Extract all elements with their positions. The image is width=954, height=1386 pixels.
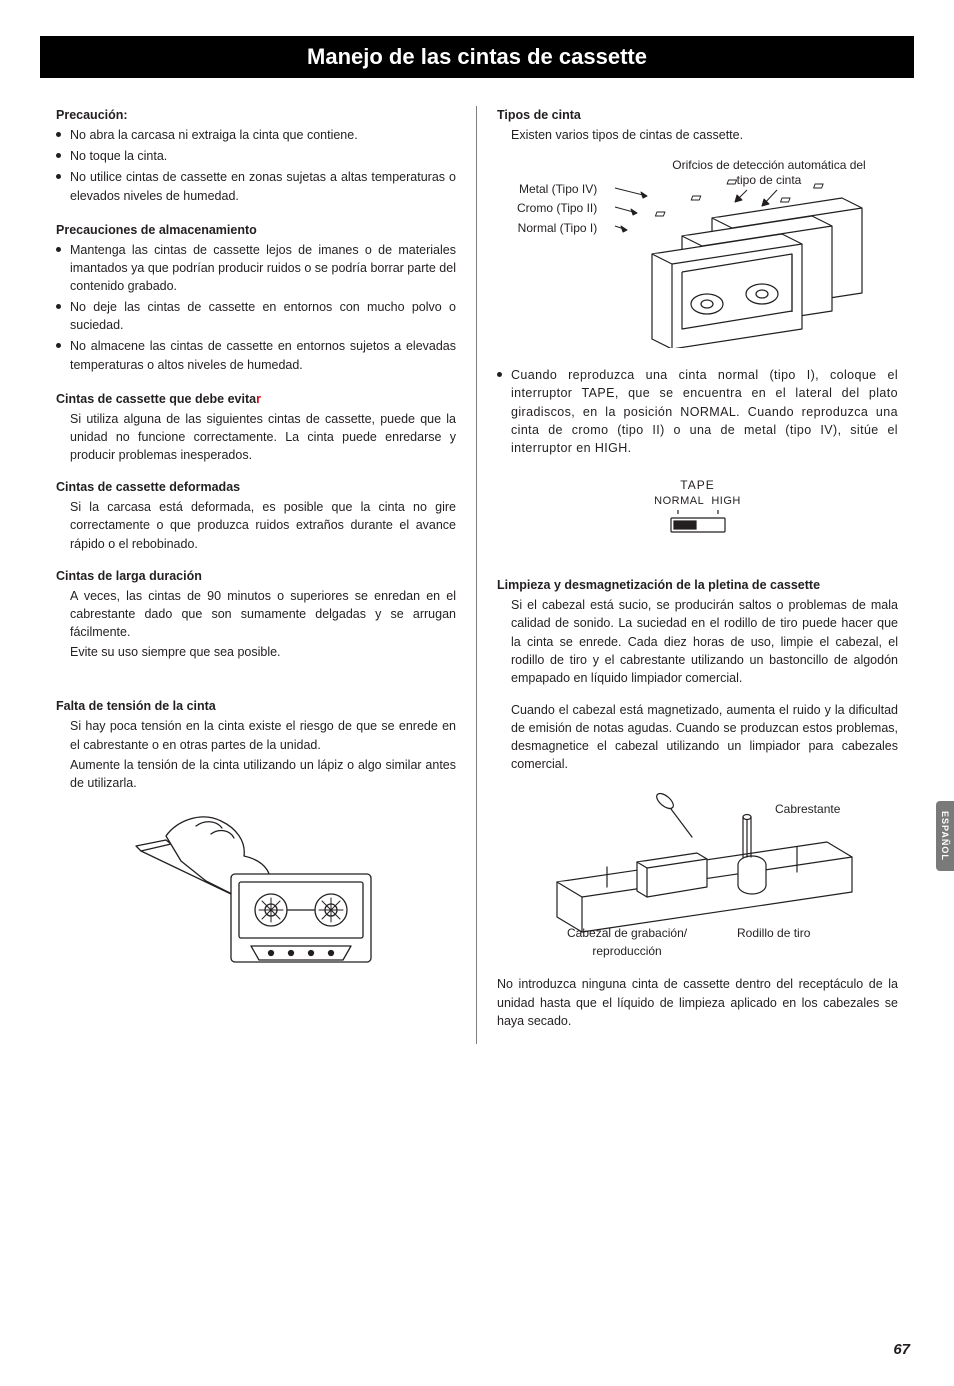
left-column: Precaución: No abra la carcasa ni extrai… [40,106,477,1044]
para-tension-b: Aumente la tensión de la cinta utilizand… [56,756,456,792]
para-larga-a: A veces, las cintas de 90 minutos o supe… [56,587,456,641]
switch-normal: NORMAL [654,495,704,507]
heading-precaucion: Precaución: [56,106,456,124]
content-columns: Precaución: No abra la carcasa ni extrai… [40,106,914,1044]
section-larga: Cintas de larga duración A veces, las ci… [56,567,456,662]
almacenamiento-list: Mantenga las cintas de cassette lejos de… [56,241,456,374]
list-item: No almacene las cintas de cassette en en… [70,337,456,373]
heading-tension: Falta de tensión de la cinta [56,697,456,715]
page-title: Manejo de las cintas de cassette [307,44,647,69]
heading-evitar-text: Cintas de cassette que debe evita [56,392,256,406]
heading-evitar: Cintas de cassette que debe evitar [56,390,456,408]
figure-tape-switch: TAPE NORMAL HIGH [497,477,898,540]
figure-cassette-types: Orifcios de detección automática del tip… [497,158,898,348]
tape-switch-note: Cuando reproduzca una cinta normal (tipo… [497,366,898,457]
label-roller: Rodillo de tiro [737,925,810,942]
heading-deformadas: Cintas de cassette deformadas [56,478,456,496]
switch-title: TAPE [497,477,898,494]
label-normal: Normal (Tipo I) [517,219,597,238]
right-column: Tipos de cinta Existen varios tipos de c… [477,106,914,1044]
heading-larga: Cintas de larga duración [56,567,456,585]
label-head: Cabezal de grabación/ reproducción [567,925,687,960]
heading-evitar-red: r [256,392,261,406]
label-orificios-text: Orifcios de detección automática del tip… [664,158,874,188]
label-cromo: Cromo (Tipo II) [517,199,597,218]
para-limpieza-a: Si el cabezal está sucio, se producirán … [497,596,898,687]
para-warning-liquid: No introduzca ninguna cinta de cassette … [497,975,898,1029]
section-tipos: Tipos de cinta Existen varios tipos de c… [497,106,898,144]
para-deformadas: Si la carcasa está deformada, es posible… [56,498,456,552]
list-item: Cuando reproduzca una cinta normal (tipo… [511,366,898,457]
section-evitar: Cintas de cassette que debe evitar Si ut… [56,390,456,465]
para-limpieza-b: Cuando el cabezal está magnetizado, aume… [497,701,898,774]
heading-almacenamiento: Precauciones de almacenamiento [56,221,456,239]
para-tipos: Existen varios tipos de cintas de casset… [497,126,898,144]
list-item: No utilice cintas de cassette en zonas s… [70,168,456,204]
precaucion-list: No abra la carcasa ni extraiga la cinta … [56,126,456,205]
section-limpieza: Limpieza y desmagnetización de la pletin… [497,576,898,773]
section-tension: Falta de tensión de la cinta Si hay poca… [56,697,456,792]
list-item: No deje las cintas de cassette en entorn… [70,298,456,334]
type-labels: Metal (Tipo IV) Cromo (Tipo II) Normal (… [517,180,597,238]
heading-limpieza: Limpieza y desmagnetización de la pletin… [497,576,898,594]
label-metal: Metal (Tipo IV) [517,180,597,199]
para-tension-a: Si hay poca tensión en la cinta existe e… [56,717,456,753]
section-deformadas: Cintas de cassette deformadas Si la carc… [56,478,456,553]
section-almacenamiento: Precauciones de almacenamiento Mantenga … [56,221,456,374]
figure-pencil-cassette [56,806,456,996]
figure-head-cleaning: Cabrestante Cabezal de grabación/ reprod… [497,787,898,957]
label-orificios: Orifcios de detección automática del tip… [664,158,874,188]
language-tab: ESPAÑOL [936,801,954,871]
list-item: No abra la carcasa ni extraiga la cinta … [70,126,456,144]
heading-tipos: Tipos de cinta [497,106,898,124]
label-cabrestante: Cabrestante [775,801,840,818]
section-precaucion: Precaución: No abra la carcasa ni extrai… [56,106,456,205]
para-larga-b: Evite su uso siempre que sea posible. [56,643,456,661]
list-item: Mantenga las cintas de cassette lejos de… [70,241,456,295]
switch-high: HIGH [711,495,741,507]
switch-labels: NORMAL HIGH [497,494,898,510]
para-evitar: Si utiliza alguna de las siguientes cint… [56,410,456,464]
page-title-bar: Manejo de las cintas de cassette [40,36,914,78]
list-item: No toque la cinta. [70,147,456,165]
